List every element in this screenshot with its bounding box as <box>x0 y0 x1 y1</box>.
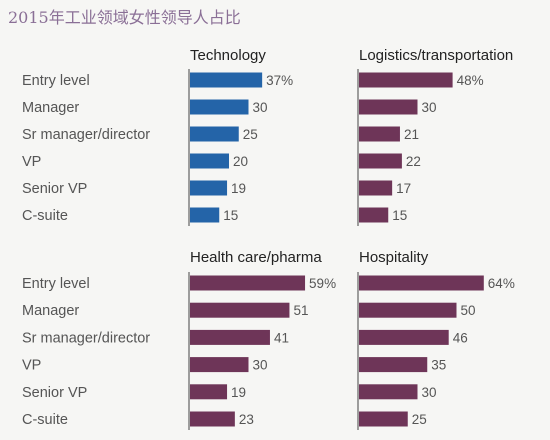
bar <box>190 72 263 88</box>
panel-0: Technology Entry level 37% Manager 30 Sr mana… <box>22 47 293 226</box>
value-label: 59% <box>309 276 336 291</box>
bar <box>359 302 457 318</box>
value-label: 46 <box>453 330 468 345</box>
value-label: 64% <box>488 276 515 291</box>
value-label: 23 <box>239 412 254 427</box>
bar <box>190 357 249 373</box>
bar <box>359 72 453 88</box>
bar <box>359 275 484 291</box>
value-label: 22 <box>406 154 421 169</box>
category-label: Manager <box>22 100 79 116</box>
value-label: 30 <box>253 100 268 115</box>
category-label: VP <box>22 358 41 374</box>
bar <box>190 384 228 400</box>
value-label: 41 <box>274 330 289 345</box>
bar <box>359 180 393 196</box>
value-label: 37% <box>266 73 293 88</box>
value-label: 25 <box>243 127 258 142</box>
panel-2: Health care/pharma Entry level 59% Manager 5… <box>22 249 336 430</box>
bar <box>190 207 220 223</box>
value-label: 30 <box>422 385 437 400</box>
panel-title: Health care/pharma <box>190 249 322 266</box>
bar <box>190 180 228 196</box>
bar <box>359 357 428 373</box>
category-label: Entry level <box>22 276 90 292</box>
bar <box>190 329 270 345</box>
panel-title: Technology <box>190 47 266 64</box>
bar <box>190 126 239 142</box>
category-label: C-suite <box>22 412 68 428</box>
value-label: 30 <box>253 358 268 373</box>
category-label: Entry level <box>22 73 90 89</box>
value-label: 19 <box>231 385 246 400</box>
bar <box>190 99 249 115</box>
category-label: Senior VP <box>22 385 87 401</box>
bar <box>359 384 418 400</box>
bar <box>190 275 306 291</box>
category-label: C-suite <box>22 208 68 224</box>
bar <box>190 411 235 427</box>
value-label: 51 <box>293 303 308 318</box>
bar <box>190 153 229 169</box>
value-label: 20 <box>233 154 248 169</box>
value-label: 21 <box>404 127 419 142</box>
panel-3: Hospitality 64% 50 46 35 30 25 <box>357 249 515 430</box>
value-label: 15 <box>223 208 238 223</box>
bar <box>359 126 400 142</box>
category-label: Sr manager/director <box>22 330 150 346</box>
bar <box>190 302 290 318</box>
category-label: Sr manager/director <box>22 127 150 143</box>
value-label: 35 <box>431 358 446 373</box>
bar <box>359 153 402 169</box>
value-label: 30 <box>422 100 437 115</box>
category-label: Manager <box>22 303 79 319</box>
value-label: 50 <box>461 303 476 318</box>
chart-title: 2015年工业领域女性领导人占比 <box>8 8 241 27</box>
bar <box>359 411 408 427</box>
category-label: VP <box>22 154 41 170</box>
panel-title: Logistics/transportation <box>359 47 513 64</box>
category-label: Senior VP <box>22 181 87 197</box>
bar <box>359 207 389 223</box>
bar <box>359 99 418 115</box>
value-label: 25 <box>412 412 427 427</box>
value-label: 17 <box>396 181 411 196</box>
panel-title: Hospitality <box>359 249 429 266</box>
bar <box>359 329 449 345</box>
value-label: 19 <box>231 181 246 196</box>
value-label: 48% <box>457 73 484 88</box>
value-label: 15 <box>392 208 407 223</box>
